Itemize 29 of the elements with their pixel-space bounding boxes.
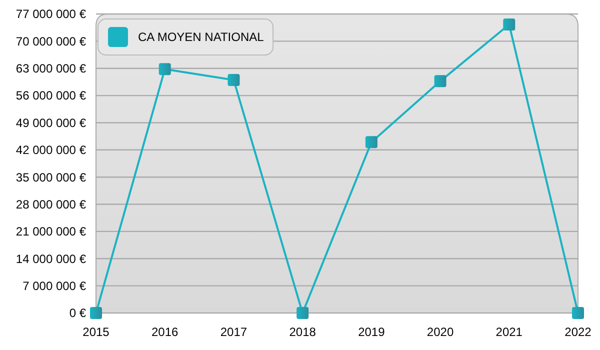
x-tick-label: 2021 <box>496 325 523 339</box>
x-tick-label: 2019 <box>358 325 386 339</box>
y-tick-label: 0 € <box>69 306 86 320</box>
point <box>503 18 516 30</box>
point <box>365 136 378 148</box>
y-tick-label: 14 000 000 € <box>16 252 86 266</box>
y-tick-label: 49 000 000 € <box>16 116 86 130</box>
y-tick-label: 63 000 000 € <box>16 62 86 76</box>
y-tick-label: 56 000 000 € <box>16 88 86 103</box>
y-tick-label: 35 000 000 € <box>16 170 86 184</box>
y-tick-label: 77 000 000 € <box>16 7 86 22</box>
y-tick-label: 70 000 000 € <box>16 34 86 48</box>
point <box>228 74 240 86</box>
y-tick-label: 7 000 000 € <box>22 279 86 294</box>
x-tick-label: 2020 <box>426 325 454 339</box>
x-tick-label: 2018 <box>289 325 316 339</box>
y-tick-label: 21 000 000 € <box>16 224 86 239</box>
y-tick-label: 28 000 000 € <box>16 197 86 212</box>
y-tick-label: 42 000 000 € <box>16 143 86 158</box>
legend-label: CA MOYEN NATIONAL <box>138 30 264 44</box>
x-tick-label: 2016 <box>152 325 179 339</box>
point <box>572 307 584 319</box>
point <box>158 63 171 76</box>
x-tick-label: 2015 <box>82 325 110 339</box>
point <box>434 75 446 88</box>
point <box>296 307 309 319</box>
x-tick-label: 2022 <box>564 325 592 339</box>
point <box>90 307 102 319</box>
x-tick-label: 2017 <box>220 325 248 339</box>
